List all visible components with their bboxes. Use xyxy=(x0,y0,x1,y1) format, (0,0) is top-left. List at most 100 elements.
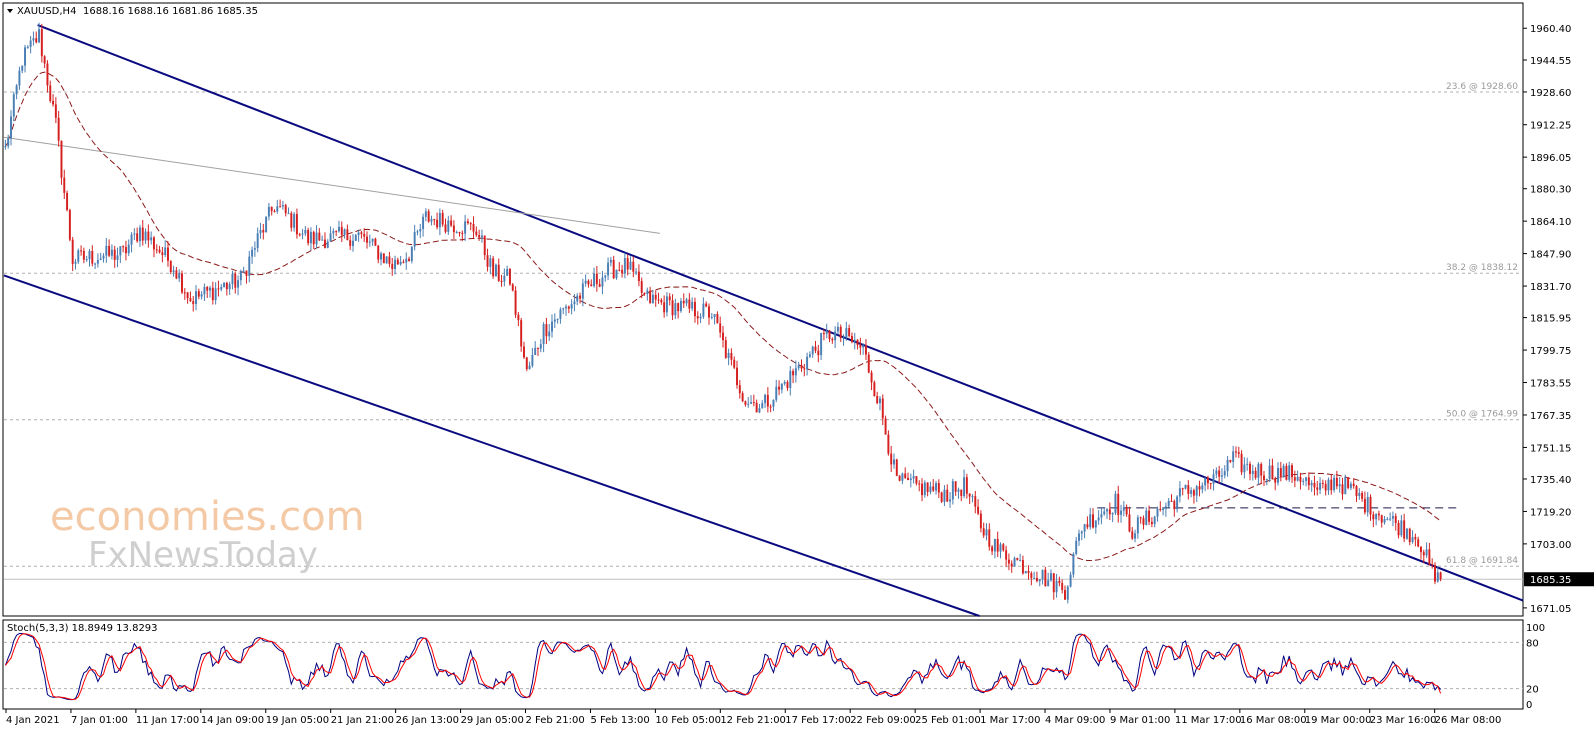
candle-body xyxy=(181,273,183,293)
candle xyxy=(727,348,730,366)
candle xyxy=(755,399,758,413)
candle xyxy=(32,31,35,46)
candle xyxy=(1190,487,1193,498)
time-tick-label: 10 Feb 05:00 xyxy=(655,715,721,726)
candle xyxy=(352,234,354,252)
candle-body xyxy=(693,301,696,317)
candle-body xyxy=(1358,492,1361,496)
channel-lower-line xyxy=(3,274,980,617)
candlesticks xyxy=(4,22,1442,604)
candle-body xyxy=(1184,485,1187,489)
candle-body xyxy=(1263,475,1265,481)
candle xyxy=(761,400,764,409)
candle-body xyxy=(1305,477,1308,481)
candle-body xyxy=(1383,519,1386,523)
candle xyxy=(954,481,957,496)
candle xyxy=(979,510,982,533)
trend-lines xyxy=(3,24,1524,617)
candle xyxy=(105,238,108,263)
candle xyxy=(783,380,786,386)
candle-body xyxy=(1257,463,1260,478)
candle-body xyxy=(447,220,450,232)
candle xyxy=(537,347,539,356)
candle xyxy=(318,228,321,242)
candle-body xyxy=(722,332,724,341)
candle-body xyxy=(26,46,29,48)
candle-body xyxy=(256,233,259,249)
candle-body xyxy=(7,138,10,147)
candle xyxy=(730,348,733,366)
candle xyxy=(267,202,270,221)
candle-body xyxy=(834,331,837,341)
candle-body xyxy=(152,237,155,250)
candle xyxy=(884,415,887,435)
fib-label-3: 61.8 @ 1691.84 xyxy=(1446,556,1518,566)
candle-body xyxy=(766,394,769,407)
candle xyxy=(792,368,795,384)
candle-body xyxy=(1394,516,1397,523)
candle-body xyxy=(999,544,1002,552)
price-tick-label: 1751.15 xyxy=(1530,443,1571,454)
candle xyxy=(556,318,559,324)
candle-body xyxy=(750,402,753,404)
candle-body xyxy=(380,253,383,260)
candle-body xyxy=(1204,477,1207,486)
candle-body xyxy=(682,300,685,304)
candle-body xyxy=(979,513,982,529)
candle xyxy=(660,298,663,305)
candle-body xyxy=(1316,487,1319,490)
candle-body xyxy=(769,406,772,408)
candle-body xyxy=(96,260,99,264)
candle-body xyxy=(270,206,273,212)
price-tick-label: 1864.10 xyxy=(1530,217,1571,228)
candle-body xyxy=(147,231,150,241)
candle xyxy=(416,229,419,236)
candle-body xyxy=(884,418,887,435)
candle-body xyxy=(862,345,865,348)
candle xyxy=(940,491,943,503)
candle-body xyxy=(565,306,568,309)
candle-body xyxy=(1047,580,1050,587)
candle-body xyxy=(102,255,105,259)
candle xyxy=(637,264,640,287)
candle-body xyxy=(24,47,27,66)
triangle-down-icon[interactable] xyxy=(7,9,13,13)
candle xyxy=(632,256,635,278)
candle-body xyxy=(856,339,859,345)
candle-body xyxy=(242,270,245,272)
candle xyxy=(206,286,209,298)
candle xyxy=(598,279,601,288)
candle xyxy=(262,223,265,240)
candle xyxy=(985,523,988,541)
candle-body xyxy=(452,225,455,233)
candle-body xyxy=(1234,451,1237,453)
candle-body xyxy=(427,211,430,222)
candle-body xyxy=(77,250,80,262)
candle xyxy=(144,228,147,244)
candle-body xyxy=(764,394,767,404)
candle-body xyxy=(340,226,343,235)
candle xyxy=(713,313,716,325)
candle-body xyxy=(382,253,385,264)
candle-body xyxy=(1307,477,1310,486)
candle xyxy=(508,268,511,286)
candle-body xyxy=(304,229,307,234)
time-tick-label: 16 Mar 08:00 xyxy=(1240,715,1307,726)
candle-body xyxy=(671,300,674,316)
candle-body xyxy=(1005,550,1008,560)
candle xyxy=(74,258,77,270)
candle-body xyxy=(492,258,495,277)
candle xyxy=(1170,494,1173,502)
candle-body xyxy=(357,232,360,236)
candle xyxy=(1184,484,1187,490)
candle-body xyxy=(593,273,596,287)
time-tick-label: 19 Mar 00:00 xyxy=(1305,715,1372,726)
candle xyxy=(178,269,181,282)
candle xyxy=(1089,507,1092,530)
candle-body xyxy=(935,482,938,491)
candle xyxy=(147,224,150,248)
candle xyxy=(1106,508,1109,519)
candle xyxy=(747,397,750,408)
